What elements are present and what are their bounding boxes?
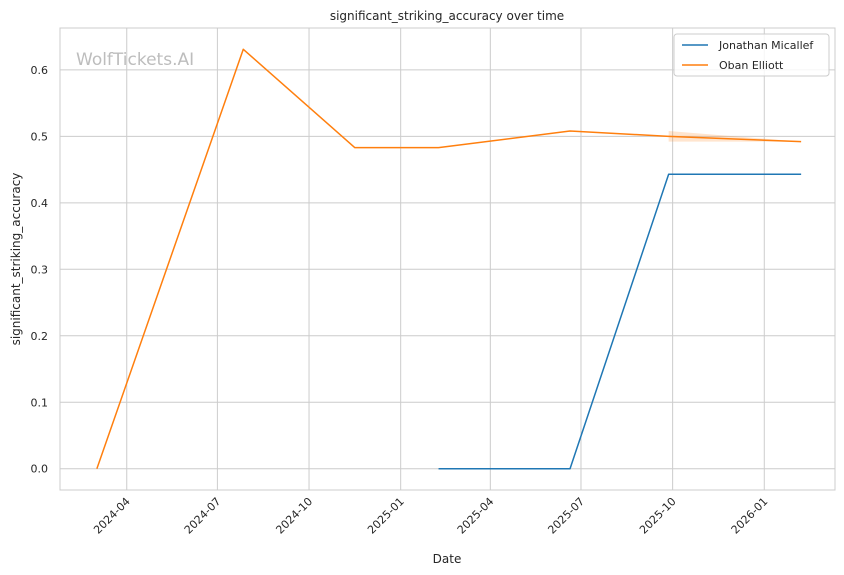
confidence-band	[668, 131, 802, 142]
chart-title: significant_striking_accuracy over time	[330, 9, 564, 23]
watermark: WolfTickets.AI	[76, 50, 194, 70]
x-tick-label: 2024-10	[273, 495, 315, 537]
series-line-1	[96, 48, 802, 469]
series-layer	[96, 48, 802, 470]
x-tick-label: 2024-04	[91, 495, 133, 537]
x-tick-label: 2025-04	[455, 495, 497, 537]
plot-frame	[59, 27, 836, 491]
legend-label: Oban Elliott	[719, 59, 784, 72]
x-axis-title: Date	[433, 552, 462, 566]
x-axis-ticks: 2024-04 2024-07 2024-10 2025-01 2025-04 2025-…	[91, 495, 770, 537]
x-tick-label: 2025-01	[365, 495, 407, 537]
y-tick-label: 0.0	[31, 463, 49, 476]
x-tick-label: 2025-07	[545, 495, 587, 537]
legend-label: Jonathan Micallef	[718, 39, 814, 52]
y-tick-label: 0.5	[31, 130, 49, 143]
legend-box	[673, 33, 830, 77]
y-tick-label: 0.6	[31, 64, 49, 77]
y-tick-label: 0.3	[31, 263, 49, 276]
x-tick-label: 2024-07	[182, 495, 224, 537]
legend: Jonathan Micallef Oban Elliott	[673, 33, 830, 77]
x-tick-label: 2026-01	[729, 495, 771, 537]
x-tick-label: 2025-10	[637, 495, 679, 537]
y-axis-title: significant_striking_accuracy	[9, 173, 23, 346]
y-axis-ticks: 0.0 0.1 0.2 0.3 0.4 0.5 0.6	[31, 64, 49, 476]
plot-background	[60, 28, 835, 490]
series-line-0	[438, 173, 802, 470]
y-tick-label: 0.4	[31, 197, 49, 210]
y-tick-label: 0.1	[31, 396, 49, 409]
y-tick-label: 0.2	[31, 330, 49, 343]
grid	[60, 28, 835, 490]
